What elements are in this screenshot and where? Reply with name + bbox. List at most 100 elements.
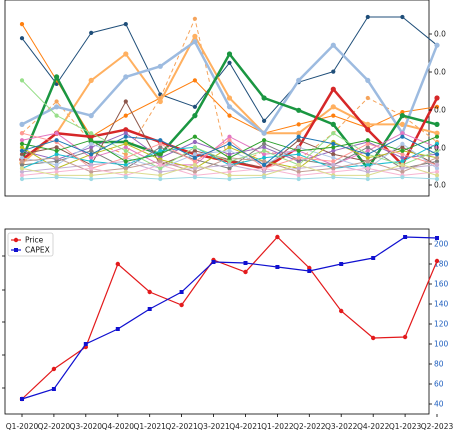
top-series-point: [400, 148, 405, 153]
top-series-point: [434, 169, 440, 174]
top-series-point: [89, 162, 94, 167]
top-series-point: [54, 148, 59, 153]
top-series-point: [434, 134, 440, 139]
top-series-point: [365, 138, 370, 143]
top-series-point: [19, 148, 25, 153]
top-series-point: [89, 173, 94, 178]
x-tick-label: Q2-2022: [293, 422, 326, 431]
top-series-point: [434, 176, 440, 182]
top-series-point: [192, 134, 197, 139]
price-point: [179, 302, 184, 308]
bottom-right-axis: 40 60 80 100 120 140 160 180 200: [429, 240, 449, 409]
top-series-point: [331, 169, 336, 174]
top-series-point: [88, 113, 94, 119]
top-series-point: [192, 162, 197, 167]
x-tick-label: Q2-2021: [165, 422, 198, 431]
top-series-point: [123, 152, 128, 157]
top-series-point: [434, 130, 440, 136]
top-series-point: [54, 138, 59, 143]
top-series-point: [227, 60, 232, 65]
top-series-point: [227, 162, 232, 167]
top-series-point: [192, 159, 197, 164]
legend-price-label: Price: [25, 236, 44, 245]
top-series-point: [400, 166, 405, 171]
top-series-point: [331, 152, 336, 157]
top-series-point: [19, 173, 25, 178]
capex-point: [243, 261, 248, 265]
top-series-point: [192, 169, 197, 174]
top-series-point: [192, 78, 197, 83]
top-series-point: [331, 145, 336, 150]
capex-point: [147, 307, 152, 311]
top-series-point: [89, 148, 94, 153]
top-series-point: [365, 14, 370, 20]
top-series-point: [192, 148, 197, 153]
top-series-point: [365, 169, 370, 174]
top-series-point: [19, 121, 25, 127]
top-y-tick-label: 0.0: [434, 106, 446, 115]
price-point: [434, 258, 440, 264]
top-series-point: [434, 173, 440, 178]
top-series-point: [192, 113, 198, 119]
top-series-point: [123, 22, 128, 27]
top-right-axis: 0.0 0.0 0.0 0.0 0.0: [429, 30, 446, 190]
legend-capex-marker: [14, 248, 18, 252]
top-series-point: [123, 159, 128, 164]
top-series-point: [434, 141, 440, 146]
top-line-chart: 0.0 0.0 0.0 0.0 0.0: [4, 0, 446, 197]
legend: Price CAPEX: [7, 232, 54, 257]
x-tick-label: Q3-2021: [197, 422, 230, 431]
top-series-point: [400, 141, 405, 146]
top-series-point: [296, 173, 301, 178]
top-series-point: [331, 148, 336, 153]
top-series-point: [19, 162, 25, 167]
capex-point: [307, 269, 312, 273]
top-series-point: [158, 148, 163, 153]
top-series-point: [296, 77, 302, 83]
top-series-point: [400, 175, 405, 180]
top-series-point: [123, 145, 128, 150]
top-series-point: [296, 122, 301, 127]
top-series-point: [123, 141, 128, 146]
top-series-point: [399, 113, 405, 119]
top-series-point: [400, 14, 405, 20]
top-series-point: [19, 169, 25, 174]
top-series-point: [227, 134, 232, 139]
top-series-point: [365, 159, 370, 164]
top-plot-frame: [4, 0, 430, 197]
top-series-point: [400, 152, 405, 157]
top-series-point: [123, 166, 128, 171]
top-series-point: [434, 152, 440, 157]
top-series-point: [400, 145, 405, 150]
price-point: [339, 308, 344, 314]
x-tick-label: Q3-2022: [325, 422, 358, 431]
top-series-point: [261, 95, 267, 101]
top-series-point: [123, 113, 128, 118]
top-series-point: [89, 169, 94, 174]
top-series-point: [226, 51, 233, 57]
top-series-point: [19, 141, 25, 146]
top-series-point: [365, 152, 370, 157]
top-series-point: [331, 155, 336, 160]
top-y-tick-label: 0.0: [434, 68, 446, 77]
top-series-point: [227, 152, 232, 157]
top-series-point: [400, 155, 405, 160]
top-series-point: [331, 141, 336, 146]
top-series-point: [296, 166, 301, 171]
bottom-series-line: [21, 236, 438, 400]
top-series-point: [54, 152, 59, 157]
top-series-point: [158, 176, 163, 182]
top-series-point: [54, 74, 60, 80]
price-point: [371, 335, 376, 341]
top-series-point: [331, 69, 336, 74]
top-series-point: [434, 145, 440, 150]
top-series-point: [158, 162, 163, 167]
top-series-point: [89, 159, 94, 164]
top-series-point: [227, 155, 232, 160]
top-series-point: [89, 30, 94, 35]
top-series-point: [89, 131, 94, 136]
top-series-point: [365, 141, 370, 146]
top-series-point: [331, 175, 336, 180]
top-series-point: [54, 175, 59, 180]
